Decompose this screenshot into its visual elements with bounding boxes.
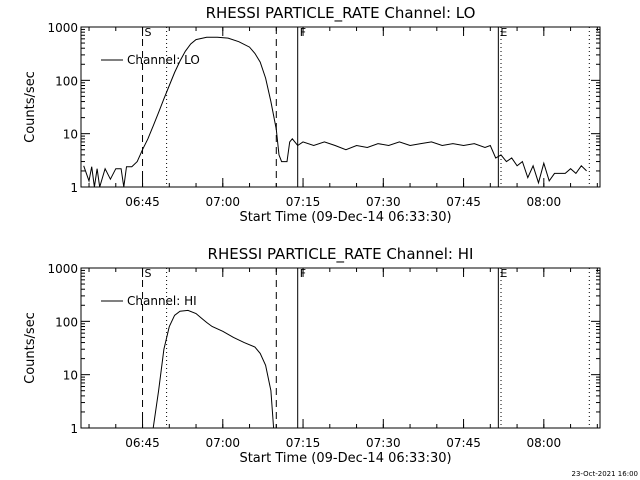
chart1-marker-label-1: S [145,26,152,39]
chart2-x-tick-label-1: 06:45 [125,436,160,450]
chart1-x-tick-label-2: 07:00 [205,195,240,209]
chart2-y-tick-label-1: 1 [70,422,78,436]
chart1-x-tick-label-3: 07:15 [286,195,321,209]
chart2-marker-label-5: E [500,267,507,280]
chart1-title: RHESSI PARTICLE_RATE Channel: LO [206,4,476,23]
chart2-y-tick-label-3: 100 [55,315,78,329]
chart2-y-tick-label-4: 1000 [47,262,78,276]
chart1-legend-label: Channel: LO [127,53,200,67]
chart2-marker-label-1: S [145,267,152,280]
chart2-y-axis-label: Counts/sec [23,312,38,384]
chart2-x-tick-label-3: 07:15 [286,436,321,450]
generation-timestamp: 23-Oct-2021 16:00 [572,470,638,478]
chart1-y-tick-label-2: 10 [63,128,78,142]
chart2-x-tick-label-2: 07:00 [205,436,240,450]
chart1-y-tick-label-4: 1000 [47,21,78,35]
chart1-x-axis-label: Start Time (09-Dec-14 06:33:30) [239,210,451,225]
chart1-frame [80,26,601,188]
chart1-y-tick-label-1: 1 [70,181,78,195]
chart1-x-tick-label-6: 08:00 [527,195,562,209]
chart2-legend-label: Channel: HI [127,294,197,308]
chart1-x-tick-label-4: 07:30 [366,195,401,209]
chart1-y-tick-label-3: 100 [55,74,78,88]
chart2-panel: RHESSI PARTICLE_RATE Channel: HISFE11010… [23,245,601,466]
chart2-x-tick-label-6: 08:00 [527,436,562,450]
chart2-frame [80,267,601,429]
chart2-x-tick-label-4: 07:30 [366,436,401,450]
chart2-y-tick-label-2: 10 [63,369,78,383]
chart1-series-line-1 [83,36,587,187]
chart2-x-axis-label: Start Time (09-Dec-14 06:33:30) [239,451,451,466]
chart2-series-line-1 [152,309,275,428]
chart2-x-tick-label-5: 07:45 [446,436,481,450]
chart1-panel: RHESSI PARTICLE_RATE Channel: LOSFE11010… [23,4,601,225]
chart1-y-axis-label: Counts/sec [23,71,38,143]
chart2-title: RHESSI PARTICLE_RATE Channel: HI [208,245,474,264]
chart1-marker-label-5: E [500,26,507,39]
chart1-x-tick-label-5: 07:45 [446,195,481,209]
chart1-x-tick-label-1: 06:45 [125,195,160,209]
